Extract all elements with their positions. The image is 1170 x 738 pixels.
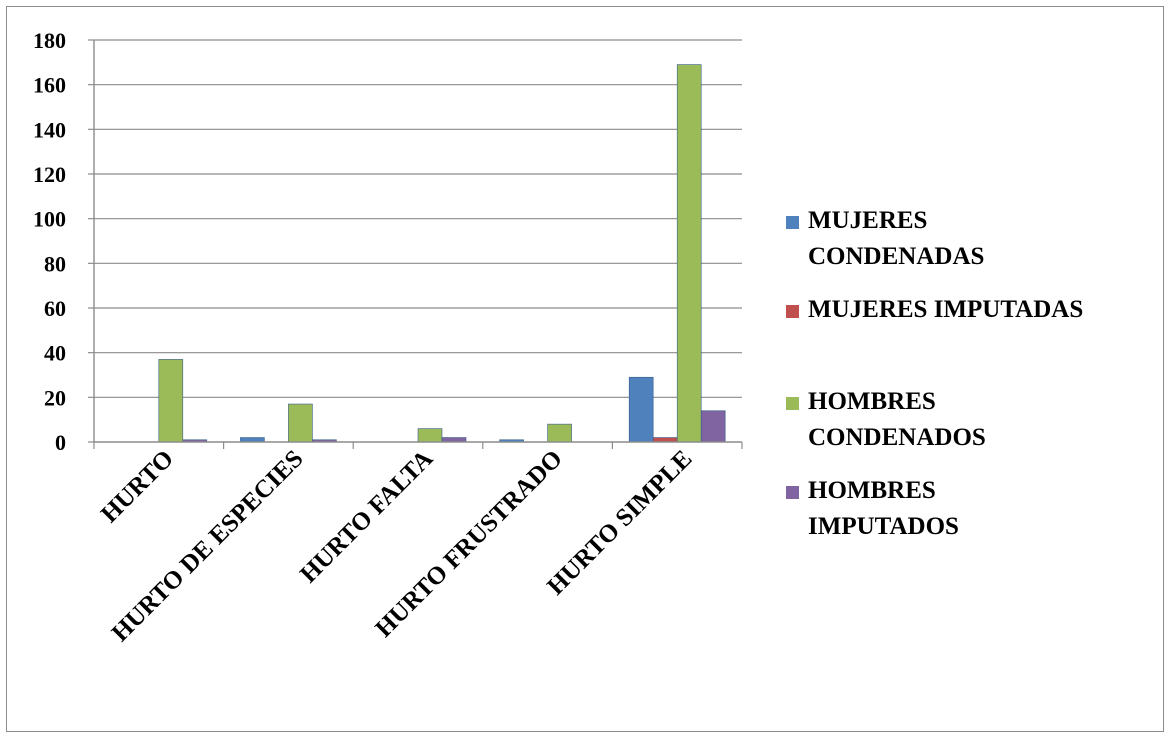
y-tick-label: 120 xyxy=(33,162,66,187)
legend-label: MUJERES IMPUTADAS xyxy=(808,296,1083,323)
legend-swatch xyxy=(786,216,799,229)
y-tick-label: 140 xyxy=(33,117,66,142)
legend-label: CONDENADAS xyxy=(808,243,984,270)
x-tick-label: HURTO FALTA xyxy=(295,445,438,588)
legend-label: HOMBRES xyxy=(808,477,936,504)
legend-swatch xyxy=(786,305,799,318)
legend-label: IMPUTADOS xyxy=(808,513,959,540)
bar-hombres-imputados-4 xyxy=(700,410,726,443)
legend: MUJERES CONDENADAS MUJERES IMPUTADAS HOMBRE… xyxy=(786,207,1083,540)
bar-hombres-condenados-3 xyxy=(547,423,572,443)
y-axis-ticks: 0 20 40 60 80 100 120 140 160 180 xyxy=(33,28,94,455)
legend-item: HOMBRES IMPUTADOS xyxy=(786,477,959,540)
legend-item: MUJERES CONDENADAS xyxy=(786,207,984,270)
legend-item: HOMBRES CONDENADOS xyxy=(786,388,986,451)
y-tick-label: 160 xyxy=(33,73,66,98)
legend-item: MUJERES IMPUTADAS xyxy=(786,296,1083,323)
legend-label: MUJERES xyxy=(808,207,927,234)
bar-hombres-condenados-1 xyxy=(288,403,313,443)
bar-hombres-condenados-0 xyxy=(158,359,184,443)
legend-swatch xyxy=(786,397,799,410)
legend-label: CONDENADOS xyxy=(808,424,986,451)
bar-hombres-condenados-4 xyxy=(676,64,702,443)
axes xyxy=(93,40,742,443)
x-tick-label: HURTO SIMPLE xyxy=(542,445,697,600)
y-tick-label: 20 xyxy=(44,385,66,410)
bar-hombres-condenados-2 xyxy=(417,428,443,443)
y-tick-label: 100 xyxy=(33,207,66,232)
bar-mujeres-condenadas-4 xyxy=(628,376,654,443)
y-tick-label: 180 xyxy=(33,28,66,53)
gridlines xyxy=(94,39,742,398)
y-tick-label: 40 xyxy=(44,341,66,366)
y-tick-label: 80 xyxy=(44,251,66,276)
y-tick-label: 60 xyxy=(44,296,66,321)
x-tick-label: HURTO xyxy=(96,445,179,528)
bars xyxy=(158,64,726,443)
chart-frame xyxy=(6,6,1164,732)
legend-swatch xyxy=(786,486,799,499)
legend-label: HOMBRES xyxy=(808,388,936,415)
y-tick-label: 0 xyxy=(55,430,66,455)
